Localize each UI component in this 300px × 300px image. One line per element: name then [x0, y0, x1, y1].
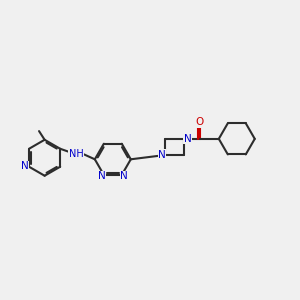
Text: N: N — [98, 171, 106, 181]
Text: N: N — [120, 171, 128, 181]
Text: N: N — [158, 150, 166, 160]
Text: NH: NH — [69, 149, 84, 159]
Text: O: O — [196, 117, 204, 127]
Text: N: N — [184, 134, 191, 144]
Text: N: N — [21, 161, 29, 171]
